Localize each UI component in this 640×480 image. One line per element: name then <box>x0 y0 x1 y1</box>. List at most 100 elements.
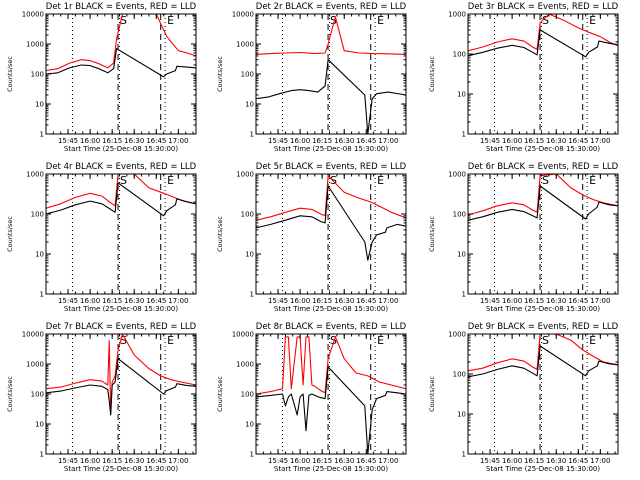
x-tick-label: 16:45 <box>568 137 588 145</box>
x-tick-label: 17:00 <box>590 297 610 305</box>
plot-frame <box>45 173 197 295</box>
marker-label-E: E <box>377 334 384 347</box>
y-tick-label: 100 <box>453 51 466 59</box>
x-tick-label: 17:00 <box>378 137 398 145</box>
y-tick-label: 1000 <box>448 331 466 339</box>
y-axis-label: Counts/sec <box>6 56 14 92</box>
y-tick-label: 10000 <box>22 331 44 339</box>
x-tick-label: 16:30 <box>334 297 354 305</box>
y-tick-label: 10000 <box>22 11 44 19</box>
marker-label-E: E <box>167 174 174 187</box>
y-tick-label: 1 <box>40 451 44 459</box>
x-tick-label: 15:45 <box>268 297 288 305</box>
plot-frame <box>467 173 619 295</box>
detector-panel-1: Det 1r BLACK = Events, RED = LLD S E 1 10 100… <box>6 2 197 153</box>
y-tick-label: 1000 <box>26 171 44 179</box>
y-tick-label: 10 <box>457 411 466 419</box>
x-axis-label: Start Time (25-Dec-08 15:30:00) <box>486 145 600 153</box>
x-tick-label: 16:30 <box>334 137 354 145</box>
events-curve <box>256 185 406 261</box>
marker-label-S: S <box>330 174 337 187</box>
detector-panel-8: Det 8r BLACK = Events, RED = LLD S E 1 10 100… <box>216 322 407 473</box>
x-tick-label: 16:00 <box>80 297 100 305</box>
plot-frame <box>255 173 407 295</box>
plot-frame <box>45 333 197 455</box>
panel-title: Det 3r BLACK = Events, RED = LLD <box>468 2 619 12</box>
detector-panel-9: Det 9r BLACK = Events, RED = LLD S E 1 10 100… <box>428 322 619 473</box>
x-tick-label: 15:45 <box>268 137 288 145</box>
plot-frame <box>467 333 619 455</box>
x-tick-label: 16:30 <box>334 457 354 465</box>
x-tick-label: 16:00 <box>290 457 310 465</box>
x-tick-label: 15:45 <box>58 457 78 465</box>
x-tick-label: 17:00 <box>590 457 610 465</box>
events-curve <box>256 366 406 454</box>
y-axis-label: Counts/sec <box>6 216 14 252</box>
x-axis-label: Start Time (25-Dec-08 15:30:00) <box>274 145 388 153</box>
marker-label-E: E <box>167 334 174 347</box>
lld-curve <box>256 16 406 55</box>
x-axis-label: Start Time (25-Dec-08 15:30:00) <box>486 305 600 313</box>
x-tick-label: 16:15 <box>524 137 544 145</box>
y-tick-label: 10 <box>35 251 44 259</box>
x-tick-label: 16:30 <box>124 457 144 465</box>
marker-label-E: E <box>589 334 596 347</box>
x-axis-label: Start Time (25-Dec-08 15:30:00) <box>64 305 178 313</box>
plot-frame <box>45 13 197 135</box>
x-axis-label: Start Time (25-Dec-08 15:30:00) <box>274 305 388 313</box>
panel-title: Det 8r BLACK = Events, RED = LLD <box>256 322 407 332</box>
marker-label-E: E <box>377 174 384 187</box>
y-axis-label: Counts/sec <box>428 376 436 412</box>
x-tick-label: 16:30 <box>124 297 144 305</box>
y-tick-label: 10000 <box>232 11 254 19</box>
marker-label-E: E <box>377 14 384 27</box>
lld-curve <box>46 14 196 72</box>
y-tick-label: 1000 <box>448 11 466 19</box>
detector-panel-2: Det 2r BLACK = Events, RED = LLD S E 1 10 100… <box>216 2 407 153</box>
lld-curve <box>468 14 618 52</box>
y-tick-label: 10 <box>457 91 466 99</box>
events-curve <box>256 59 406 134</box>
y-tick-label: 100 <box>453 211 466 219</box>
lld-curve <box>468 174 618 216</box>
x-axis-label: Start Time (25-Dec-08 15:30:00) <box>274 465 388 473</box>
x-tick-label: 16:45 <box>146 297 166 305</box>
y-tick-label: 100 <box>31 211 44 219</box>
events-curve <box>46 182 196 217</box>
x-tick-label: 16:15 <box>312 137 332 145</box>
x-tick-label: 15:45 <box>58 137 78 145</box>
marker-label-E: E <box>589 174 596 187</box>
x-tick-label: 15:45 <box>480 137 500 145</box>
y-tick-label: 100 <box>241 71 254 79</box>
events-curve <box>468 345 618 378</box>
x-tick-label: 17:00 <box>168 297 188 305</box>
marker-label-S: S <box>542 174 549 187</box>
x-tick-label: 16:45 <box>146 457 166 465</box>
y-tick-label: 100 <box>453 371 466 379</box>
x-tick-label: 16:15 <box>312 457 332 465</box>
x-tick-label: 15:45 <box>480 457 500 465</box>
x-tick-label: 16:00 <box>290 137 310 145</box>
y-tick-label: 1 <box>250 131 254 139</box>
y-tick-label: 10 <box>35 101 44 109</box>
marker-label-S: S <box>542 14 549 27</box>
x-axis-label: Start Time (25-Dec-08 15:30:00) <box>486 465 600 473</box>
y-axis-label: Counts/sec <box>216 376 224 412</box>
x-tick-label: 17:00 <box>590 137 610 145</box>
x-tick-label: 16:00 <box>290 297 310 305</box>
detector-panel-3: Det 3r BLACK = Events, RED = LLD S E 1 10 100… <box>428 2 619 153</box>
x-tick-label: 16:45 <box>356 137 376 145</box>
y-tick-label: 1 <box>462 451 466 459</box>
marker-label-S: S <box>330 334 337 347</box>
x-tick-label: 16:00 <box>502 297 522 305</box>
x-tick-label: 16:00 <box>502 457 522 465</box>
x-tick-label: 16:15 <box>524 297 544 305</box>
marker-label-E: E <box>589 14 596 27</box>
x-tick-label: 16:15 <box>102 457 122 465</box>
y-tick-label: 1000 <box>236 41 254 49</box>
x-tick-label: 16:15 <box>312 297 332 305</box>
marker-label-S: S <box>330 14 337 27</box>
marker-label-S: S <box>120 174 127 187</box>
x-tick-label: 16:45 <box>568 457 588 465</box>
panel-title: Det 2r BLACK = Events, RED = LLD <box>256 2 407 12</box>
